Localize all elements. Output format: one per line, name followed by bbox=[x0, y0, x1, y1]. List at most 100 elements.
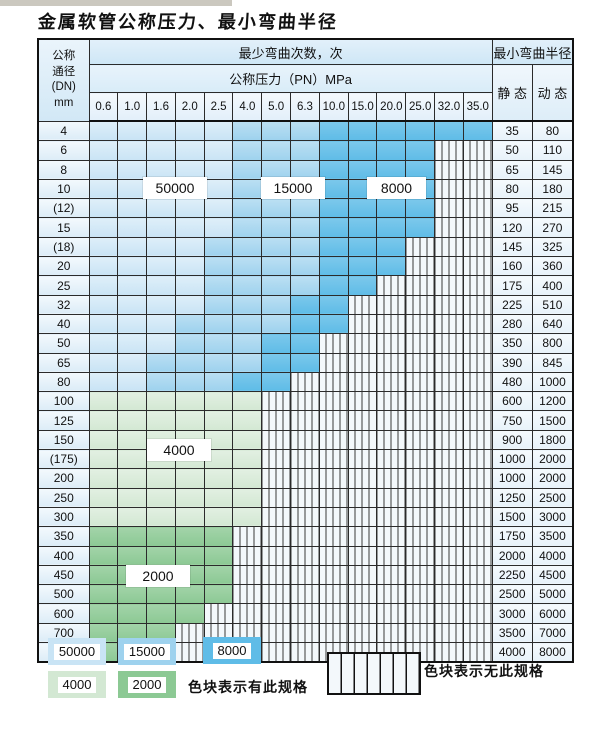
legend-swatch-label: 2000 bbox=[127, 676, 167, 693]
spec-cell-b3 bbox=[261, 371, 292, 393]
dynamic-radius-value: 215 bbox=[531, 198, 574, 219]
dynamic-radius-value: 145 bbox=[531, 159, 574, 180]
dn-cell: 10 bbox=[37, 178, 90, 200]
no-spec-cell bbox=[318, 333, 349, 354]
table-row: 8 65 145 bbox=[37, 159, 574, 180]
no-spec-cell bbox=[203, 603, 234, 624]
header-row-1: 公称 通径 (DN) mm 最少弯曲次数，次 最小弯曲半径 bbox=[37, 38, 574, 122]
no-spec-cell bbox=[318, 564, 349, 586]
spec-cell-g2 bbox=[88, 603, 119, 624]
spec-cell-b2 bbox=[174, 352, 205, 373]
no-spec-cell bbox=[261, 391, 292, 412]
table-row: (175) 1000 2000 bbox=[37, 449, 574, 470]
static-radius-value: 2250 bbox=[491, 564, 533, 586]
legend-swatch-2000: 2000 bbox=[118, 671, 176, 698]
spec-cell-b3 bbox=[347, 140, 378, 161]
spec-cell-b3 bbox=[405, 120, 436, 142]
spec-cell-b1 bbox=[88, 236, 119, 258]
spec-cell-b1 bbox=[117, 256, 148, 277]
no-spec-cell bbox=[405, 294, 436, 315]
no-spec-cell bbox=[462, 294, 493, 315]
table-body: 4 35 80 6 50 110 8 65 145 10 80 180 (12) 95 215 15 120 27… bbox=[37, 120, 574, 663]
spec-cell-b1 bbox=[88, 275, 119, 296]
no-spec-cell bbox=[261, 526, 292, 547]
no-spec-cell bbox=[261, 487, 292, 508]
no-spec-cell bbox=[405, 236, 436, 258]
dn-cell: (175) bbox=[37, 449, 90, 470]
spec-cell-b2 bbox=[232, 236, 263, 258]
scan-artifact bbox=[0, 0, 232, 6]
spec-cell-b1 bbox=[117, 198, 148, 219]
cycles-label-50000: 50000 bbox=[143, 177, 207, 199]
dn-cell: 25 bbox=[37, 275, 90, 296]
dynamic-radius-value: 2000 bbox=[531, 468, 574, 489]
spec-cell-b1 bbox=[146, 217, 176, 238]
dynamic-radius-value: 4000 bbox=[531, 545, 574, 566]
static-radius-value: 4000 bbox=[491, 642, 533, 663]
spec-cell-b2 bbox=[261, 313, 292, 335]
spec-cell-b3 bbox=[376, 198, 407, 219]
dynamic-radius-value: 270 bbox=[531, 217, 574, 238]
static-radius-value: 1000 bbox=[491, 449, 533, 470]
spec-cell-b1 bbox=[174, 217, 205, 238]
no-spec-cell bbox=[347, 622, 378, 644]
table-row: 125 750 1500 bbox=[37, 410, 574, 431]
no-spec-cell bbox=[462, 140, 493, 161]
no-spec-cell bbox=[462, 275, 493, 296]
spec-cell-b1 bbox=[88, 313, 119, 335]
no-spec-cell bbox=[434, 603, 464, 624]
table-row: 150 900 1800 bbox=[37, 429, 574, 451]
no-spec-cell bbox=[376, 429, 407, 451]
dynamic-radius-value: 110 bbox=[531, 140, 574, 161]
static-radius-value: 1000 bbox=[491, 468, 533, 489]
no-spec-cell bbox=[318, 352, 349, 373]
no-spec-cell bbox=[462, 468, 493, 489]
spec-cell-b3 bbox=[376, 159, 407, 180]
no-spec-cell bbox=[232, 526, 263, 547]
spec-cell-g2 bbox=[146, 526, 176, 547]
no-spec-cell bbox=[462, 526, 493, 547]
static-radius-value: 50 bbox=[491, 140, 533, 161]
no-spec-cell bbox=[318, 410, 349, 431]
no-spec-cell bbox=[290, 526, 320, 547]
table-row: 40 280 640 bbox=[37, 313, 574, 335]
no-spec-cell bbox=[434, 140, 464, 161]
dn-cell: 40 bbox=[37, 313, 90, 335]
table-row: 400 2000 4000 bbox=[37, 545, 574, 566]
corner-line: mm bbox=[54, 96, 74, 109]
spec-cell-b3 bbox=[405, 217, 436, 238]
spec-cell-g2 bbox=[203, 584, 234, 605]
spec-cell-b3 bbox=[376, 120, 407, 142]
table-row: 4 35 80 bbox=[37, 120, 574, 142]
no-spec-cell bbox=[290, 371, 320, 393]
spec-cell-b2 bbox=[203, 352, 234, 373]
no-spec-cell bbox=[347, 545, 378, 566]
table-row: 6 50 110 bbox=[37, 140, 574, 161]
no-spec-cell bbox=[434, 352, 464, 373]
static-radius-value: 3500 bbox=[491, 622, 533, 644]
no-spec-cell bbox=[318, 545, 349, 566]
legend-swatch-4000: 4000 bbox=[48, 671, 106, 698]
static-radius-value: 3000 bbox=[491, 603, 533, 624]
spec-cell-b1 bbox=[117, 294, 148, 315]
spec-cell-b1 bbox=[174, 275, 205, 296]
spec-cell-b1 bbox=[88, 294, 119, 315]
no-spec-cell bbox=[462, 159, 493, 180]
page-title: 金属软管公称压力、最小弯曲半径 bbox=[37, 12, 339, 33]
spec-cell-b3 bbox=[376, 256, 407, 277]
dynamic-radius-value: 180 bbox=[531, 178, 574, 200]
no-spec-cell bbox=[376, 468, 407, 489]
legend-swatch-label: 8000 bbox=[212, 642, 252, 659]
no-spec-cell bbox=[376, 391, 407, 412]
spec-cell-b3 bbox=[318, 140, 349, 161]
spec-cell-b2 bbox=[232, 140, 263, 161]
spec-cell-b2 bbox=[174, 333, 205, 354]
spec-cell-g2 bbox=[203, 545, 234, 566]
no-spec-cell bbox=[261, 545, 292, 566]
no-spec-cell bbox=[290, 564, 320, 586]
no-spec-cell bbox=[376, 622, 407, 644]
spec-cell-g1 bbox=[203, 468, 234, 489]
spec-cell-b1 bbox=[203, 217, 234, 238]
spec-cell-b3 bbox=[318, 275, 349, 296]
